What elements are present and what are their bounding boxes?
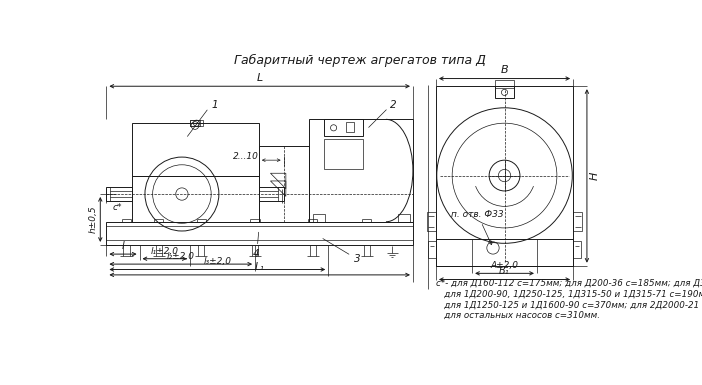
Text: 4: 4 — [253, 249, 260, 259]
Bar — [309, 119, 413, 222]
Text: 3: 3 — [354, 254, 360, 264]
Text: Габаритный чертеж агрегатов типа Д: Габаритный чертеж агрегатов типа Д — [234, 54, 486, 67]
Text: для 1Д200-90, 1Д250-125, 1Д315-50 и 1Д315-71 с=190мм;: для 1Д200-90, 1Д250-125, 1Д315-50 и 1Д31… — [436, 290, 702, 298]
Bar — [436, 239, 573, 266]
Bar — [397, 214, 410, 222]
Bar — [496, 80, 514, 88]
Text: L₁: L₁ — [255, 262, 265, 272]
Bar — [496, 86, 514, 98]
Bar — [107, 187, 132, 201]
Text: A±2,0: A±2,0 — [491, 261, 519, 270]
Bar — [190, 120, 204, 126]
Text: для 1Д1250-125 и 1Д1600-90 с=370мм; для 2Д2000-21 с=485мм,: для 1Д1250-125 и 1Д1600-90 с=370мм; для … — [436, 300, 702, 309]
Text: l₃±2,0: l₃±2,0 — [204, 258, 232, 266]
Bar — [427, 212, 436, 231]
Text: L: L — [256, 73, 263, 83]
Text: H: H — [590, 172, 600, 180]
Bar — [573, 212, 582, 231]
Bar — [259, 146, 309, 222]
Bar — [324, 119, 363, 136]
Bar — [324, 139, 363, 169]
Bar — [132, 176, 259, 222]
Bar — [436, 86, 573, 266]
Text: с*- для Д160-112 с=175мм; для Д200-36 с=185мм; для Д320-50 с=215мм;: с*- для Д160-112 с=175мм; для Д200-36 с=… — [436, 279, 702, 288]
Text: h±0,5: h±0,5 — [88, 206, 97, 233]
Text: l: l — [121, 241, 124, 251]
Bar — [259, 187, 284, 201]
Text: l₂±2,0: l₂±2,0 — [167, 252, 194, 261]
Bar — [313, 214, 325, 222]
Text: B: B — [501, 65, 508, 75]
Bar — [428, 241, 436, 258]
Text: 2: 2 — [390, 100, 397, 110]
Bar — [573, 241, 581, 258]
Bar — [346, 122, 354, 132]
Text: п. отв. Ф33: п. отв. Ф33 — [451, 210, 504, 245]
Text: 1: 1 — [211, 100, 218, 110]
Text: l₁±2,0: l₁±2,0 — [151, 247, 178, 256]
Text: c*: c* — [112, 203, 122, 213]
Bar — [132, 123, 259, 176]
Bar — [107, 222, 413, 245]
Text: для остальных насосов с=310мм.: для остальных насосов с=310мм. — [436, 311, 600, 320]
Text: 2...10: 2...10 — [233, 152, 259, 161]
Bar — [190, 120, 199, 126]
Text: B₁: B₁ — [499, 266, 510, 276]
